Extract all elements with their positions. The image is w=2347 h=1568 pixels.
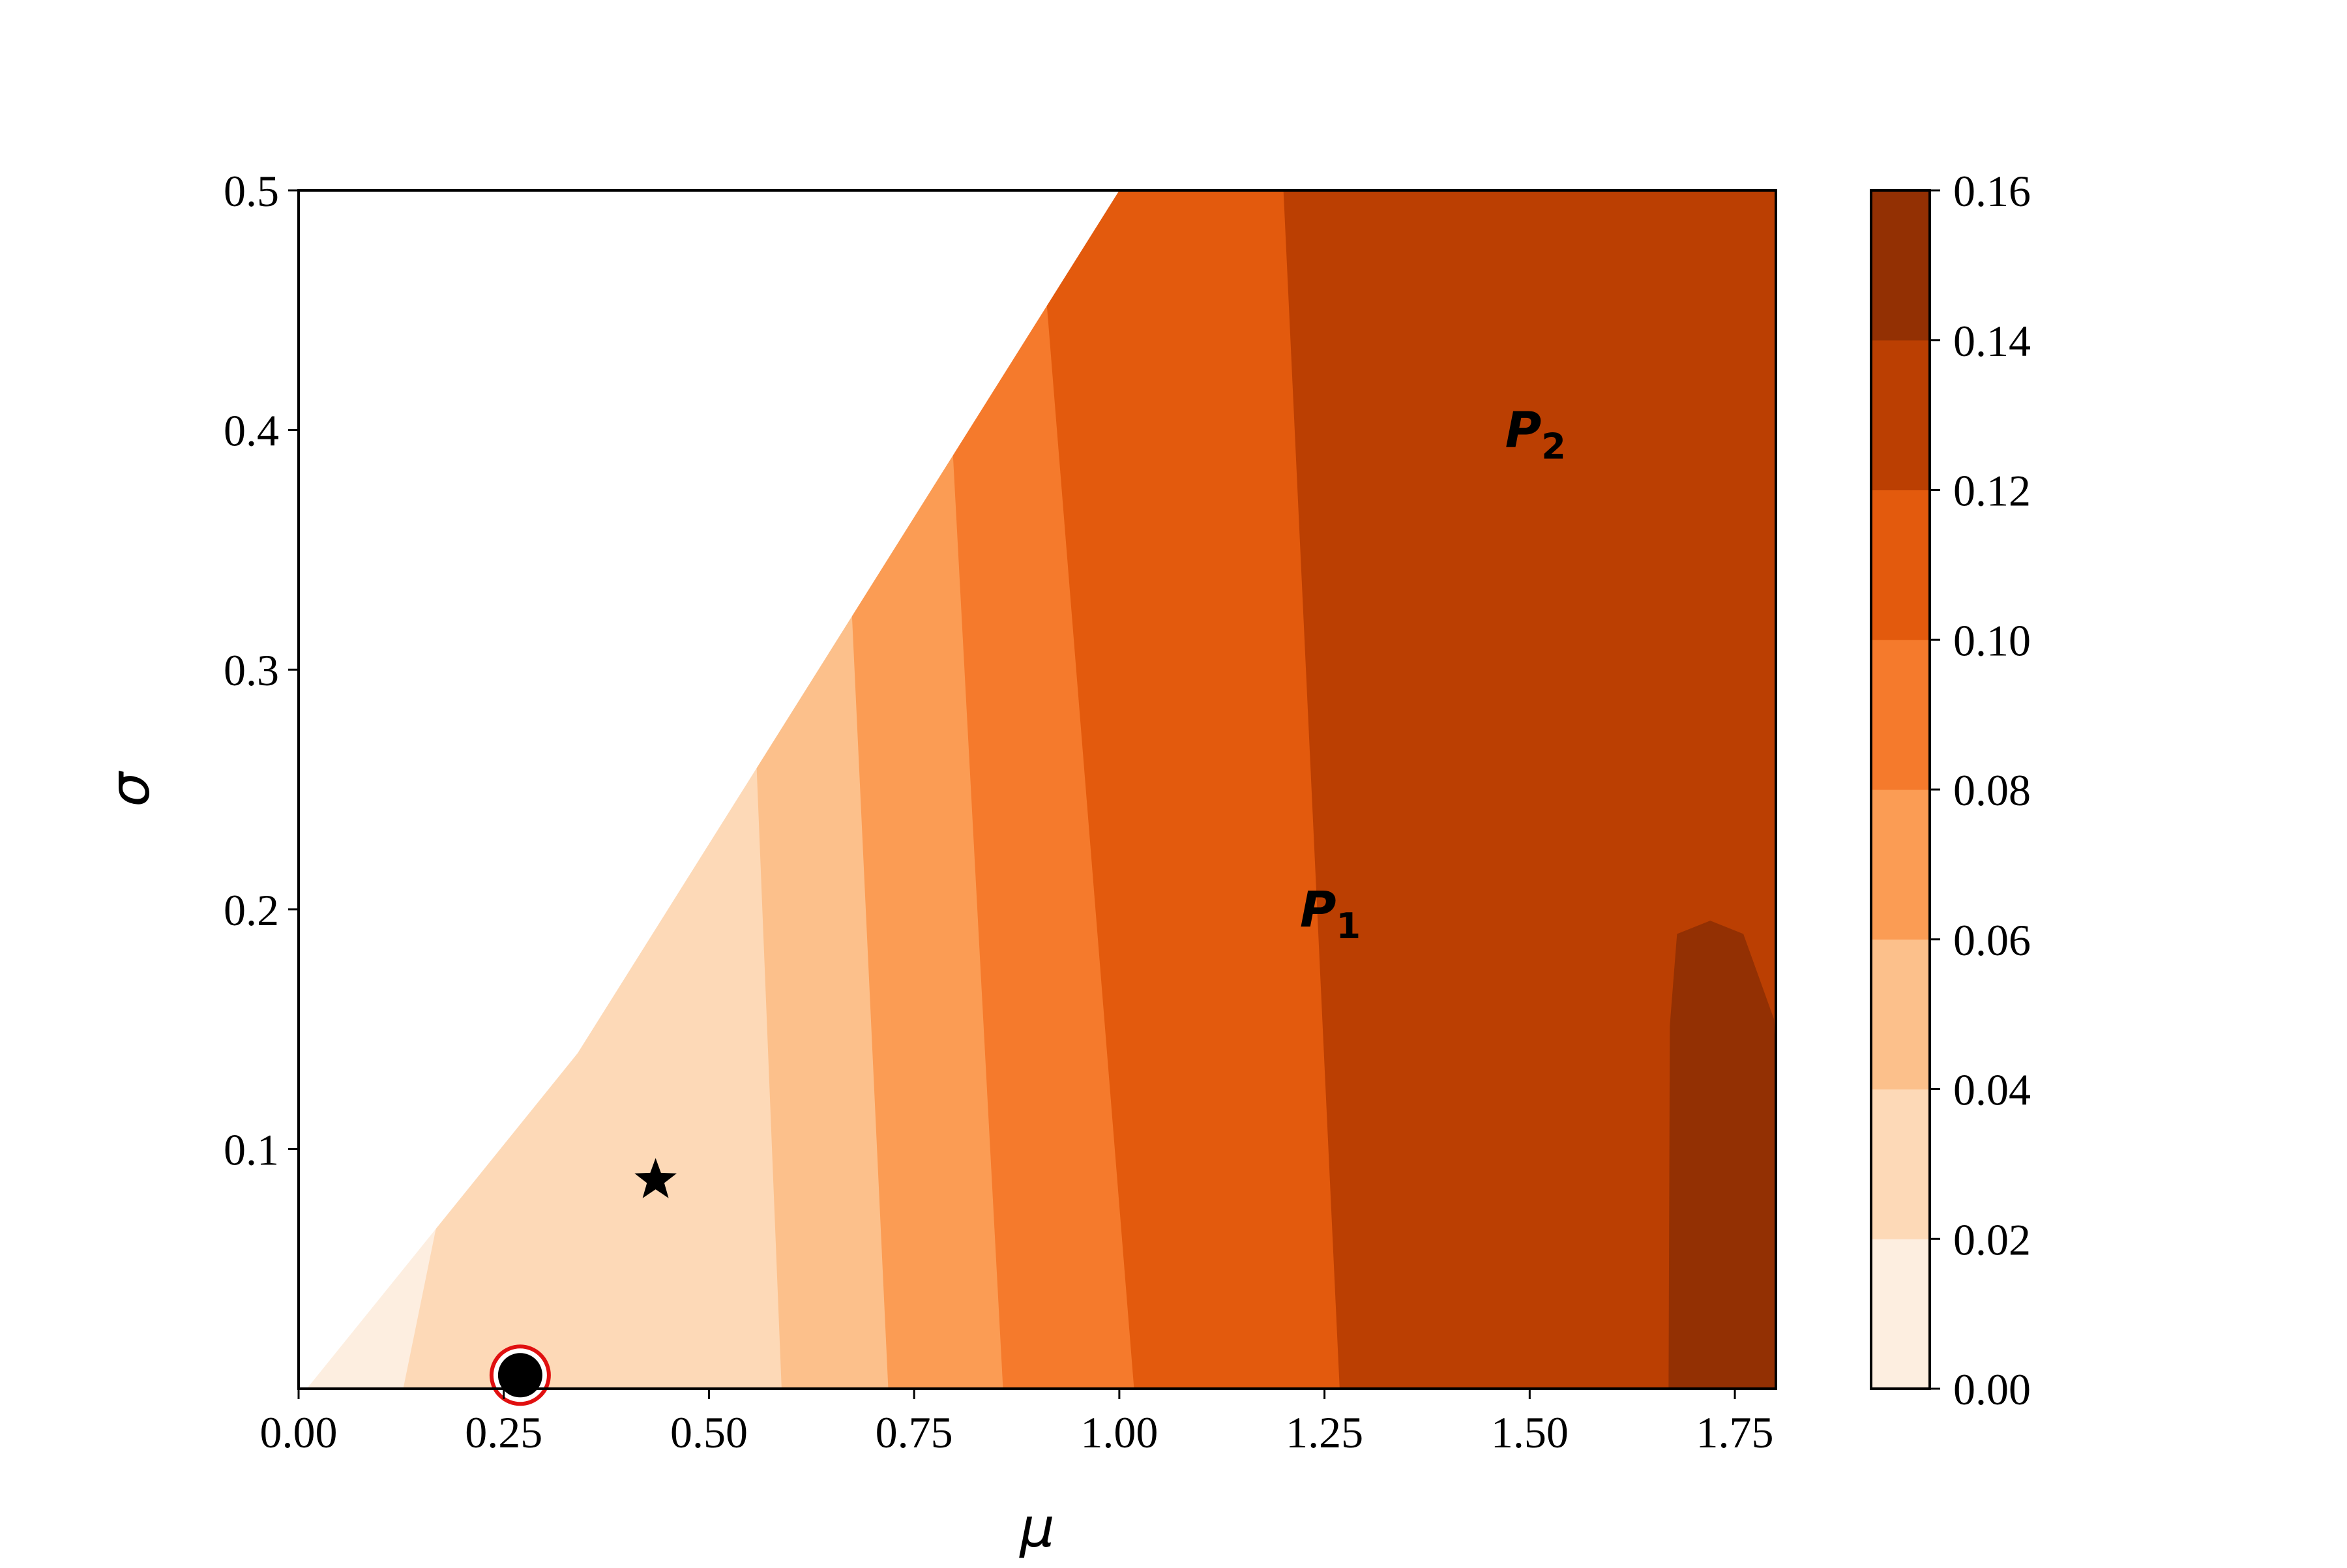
colorbar-segment bbox=[1870, 1238, 1930, 1389]
colorbar-tick-label: 0.04 bbox=[1953, 1065, 2031, 1115]
annotation-p2: P2 bbox=[1505, 401, 1566, 467]
colorbar-tick-label: 0.10 bbox=[1953, 615, 2031, 665]
x-tick-label: 1.00 bbox=[1080, 1408, 1158, 1457]
contour-bands bbox=[299, 190, 1776, 1389]
colorbar-tick-label: 0.08 bbox=[1953, 765, 2031, 815]
annotation-base: P bbox=[1505, 401, 1542, 459]
x-tick-label: 0.25 bbox=[465, 1408, 542, 1457]
x-tick-label: 0.50 bbox=[670, 1408, 748, 1457]
annotation-subscript: 2 bbox=[1541, 426, 1566, 467]
contour-band bbox=[938, 190, 1136, 1389]
x-tick-label: 1.75 bbox=[1696, 1408, 1774, 1457]
plot-frame bbox=[297, 189, 1777, 1390]
y-tick-label: 0.4 bbox=[224, 406, 279, 456]
x-tick-label: 1.50 bbox=[1491, 1408, 1569, 1457]
colorbar-tick-label: 0.12 bbox=[1953, 466, 2031, 516]
x-tick-label: 0.00 bbox=[260, 1408, 338, 1457]
y-tick-label: 0.2 bbox=[224, 885, 279, 935]
y-tick-label: 0.5 bbox=[224, 166, 279, 216]
x-axis: 0.00 0.25 0.50 0.75 1.00 1.25 1.50 1.75 bbox=[260, 1389, 1774, 1457]
annotation-p1: P1 bbox=[1300, 880, 1361, 947]
colorbar-segment bbox=[1870, 939, 1930, 1089]
colorbar-segment bbox=[1870, 789, 1930, 940]
contour-band bbox=[1283, 190, 1776, 1389]
colorbar-segment bbox=[1870, 190, 1930, 341]
circle-marker bbox=[497, 1353, 542, 1398]
colorbar: 0.00 0.02 0.04 0.06 0.08 0.10 0.12 0.14 0.16 bbox=[1870, 166, 2031, 1414]
colorbar-tick-label: 0.06 bbox=[1953, 915, 2031, 965]
colorbar-segment bbox=[1870, 639, 1930, 790]
y-tick-label: 0.1 bbox=[224, 1125, 279, 1174]
colorbar-tick-label: 0.16 bbox=[1953, 166, 2031, 216]
y-tick-label: 0.3 bbox=[224, 645, 279, 695]
annotation-subscript: 1 bbox=[1336, 906, 1361, 947]
y-axis: 0.1 0.2 0.3 0.4 0.5 bbox=[224, 166, 299, 1174]
contour-band bbox=[1668, 921, 1776, 1389]
contour-band bbox=[1037, 190, 1341, 1389]
infeasible-region bbox=[299, 190, 1119, 1389]
colorbar-tick-label: 0.00 bbox=[1953, 1365, 2031, 1414]
colorbar-tick-label: 0.14 bbox=[1953, 316, 2031, 366]
star-marker bbox=[634, 1158, 677, 1198]
colorbar-segment bbox=[1870, 490, 1930, 640]
colorbar-segment bbox=[1870, 1089, 1930, 1239]
annotation-base: P bbox=[1300, 880, 1336, 938]
colorbar-segment bbox=[1870, 340, 1930, 490]
x-tick-label: 1.25 bbox=[1286, 1408, 1363, 1457]
colorbar-tick-label: 0.02 bbox=[1953, 1215, 2031, 1264]
x-tick-label: 0.75 bbox=[876, 1408, 953, 1457]
y-axis-label: σ bbox=[98, 771, 162, 807]
x-axis-label: μ bbox=[1018, 1496, 1054, 1560]
